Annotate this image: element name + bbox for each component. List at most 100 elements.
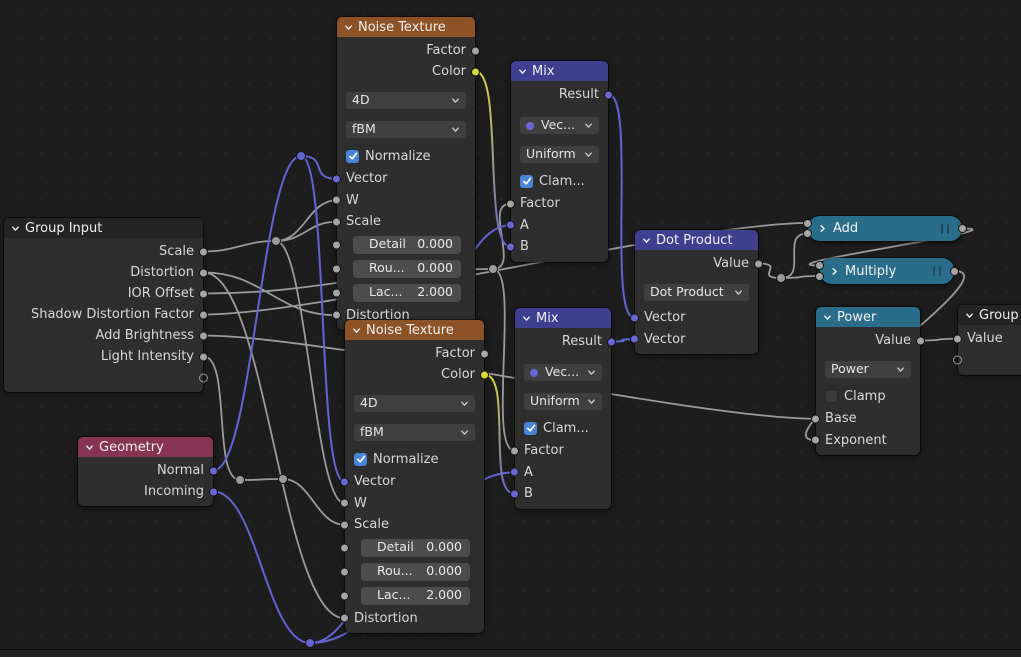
socket-scale[interactable] [340, 520, 349, 530]
socket-lacunarity[interactable] [340, 591, 349, 600]
reroute-node[interactable] [278, 474, 288, 484]
socket-scale[interactable] [332, 217, 341, 227]
node-add[interactable]: Add [803, 216, 967, 241]
node-power[interactable]: Power Value Power Clamp Base Exponent [811, 307, 925, 455]
socket-factor[interactable] [510, 446, 519, 456]
reroute-node[interactable] [235, 475, 245, 485]
socket-value[interactable] [754, 259, 763, 268]
node-header[interactable]: Power [816, 307, 920, 327]
reroute-node[interactable] [296, 151, 306, 161]
socket-roughness[interactable] [332, 264, 341, 273]
dropdown[interactable]: Uniform [523, 392, 603, 411]
number-field-detail[interactable]: Detail 0.000 [353, 235, 461, 254]
chevron-down-icon [461, 430, 468, 435]
checkbox[interactable] [346, 149, 359, 163]
socket-shadow[interactable] [199, 310, 208, 319]
node-dot-product[interactable]: Dot Product Value Dot Product Vector Vector [630, 230, 763, 354]
number-field-roughness[interactable]: Rou... 0.000 [361, 562, 470, 581]
socket-incoming[interactable] [209, 487, 218, 496]
dropdown[interactable]: Power [824, 360, 912, 379]
socket-factor[interactable] [471, 46, 480, 55]
socket-factor[interactable] [506, 199, 515, 209]
node-mix-1[interactable]: Mix Result Vec... Uniform Clam... Factor A B [506, 61, 613, 262]
number-field-detail[interactable]: Detail 0.000 [361, 538, 470, 557]
number-field-lacunarity[interactable]: Lac... 2.000 [361, 586, 470, 605]
socket-distortion[interactable] [199, 268, 208, 277]
node-header[interactable]: Mix [515, 308, 611, 328]
socket-virtual[interactable] [953, 355, 962, 365]
socket-b[interactable] [506, 242, 515, 252]
socket-base[interactable] [811, 414, 820, 424]
socket-color[interactable] [471, 67, 480, 76]
checkbox[interactable] [825, 389, 838, 403]
socket-a[interactable] [506, 220, 515, 230]
socket-color[interactable] [480, 370, 489, 379]
checkbox[interactable] [520, 174, 533, 188]
socket-w[interactable] [340, 498, 349, 508]
socket-b[interactable] [510, 489, 519, 499]
socket-in2[interactable] [803, 229, 812, 238]
socket-w[interactable] [332, 195, 341, 205]
socket-roughness[interactable] [340, 567, 349, 576]
dropdown[interactable]: 4D [353, 394, 476, 413]
reroute-node[interactable] [776, 273, 786, 283]
socket-vector[interactable] [340, 477, 349, 487]
dropdown[interactable]: Vec... [519, 116, 600, 135]
socket-ior-offset[interactable] [199, 289, 208, 298]
socket-vector1[interactable] [630, 313, 639, 323]
dropdown[interactable]: 4D [345, 91, 467, 110]
node-header[interactable]: Group Input [4, 218, 203, 238]
node-header[interactable]: Dot Product [635, 230, 758, 250]
dropdown[interactable]: Dot Product [643, 283, 750, 302]
chevron-down-icon [588, 399, 595, 404]
node-geometry[interactable]: Geometry Normal Incoming [78, 437, 218, 506]
socket-result[interactable] [604, 90, 613, 99]
socket-out[interactable] [950, 266, 959, 276]
reroute-node[interactable] [488, 264, 498, 274]
node-multiply[interactable]: Multiply [815, 258, 959, 284]
socket-value[interactable] [953, 334, 962, 344]
checkbox[interactable] [354, 452, 367, 466]
socket-distortion[interactable] [340, 613, 349, 623]
socket-a[interactable] [510, 467, 519, 477]
socket-in1[interactable] [815, 261, 824, 270]
node-group-output[interactable]: Group Value [953, 305, 1021, 375]
dropdown[interactable]: Uniform [519, 145, 600, 164]
socket-detail[interactable] [332, 240, 341, 249]
node-header[interactable]: Noise Texture [337, 17, 475, 37]
socket-scale[interactable] [199, 247, 208, 256]
socket-lacunarity[interactable] [332, 288, 341, 297]
node-noise-texture-2[interactable]: Noise Texture Factor Color 4D fBM Normalize Ve… [340, 320, 489, 633]
number-field-roughness[interactable]: Rou... 0.000 [353, 259, 461, 278]
node-header[interactable]: Group [958, 305, 1021, 325]
socket-out[interactable] [958, 224, 967, 233]
checkbox[interactable] [524, 421, 537, 435]
socket-normal[interactable] [209, 466, 218, 475]
reroute-node[interactable] [305, 638, 315, 648]
socket-vector2[interactable] [630, 334, 639, 344]
socket-vector[interactable] [332, 174, 341, 184]
socket-in1[interactable] [803, 218, 812, 228]
socket-detail[interactable] [340, 543, 349, 552]
node-header[interactable]: Noise Texture [345, 320, 484, 340]
number-field-lacunarity[interactable]: Lac... 2.000 [353, 283, 461, 302]
node-header[interactable]: Mix [511, 61, 608, 81]
socket-distortion[interactable] [332, 310, 341, 320]
socket-in2[interactable] [815, 271, 824, 281]
node-group-input[interactable]: Group Input Scale Distortion IOR Offset Shad… [4, 218, 208, 392]
node-header[interactable]: Geometry [78, 437, 213, 457]
socket-add-brightness[interactable] [199, 331, 208, 340]
dropdown[interactable]: fBM [345, 120, 467, 139]
socket-exponent[interactable] [811, 435, 820, 445]
dropdown[interactable]: fBM [353, 423, 476, 442]
node-noise-texture-1[interactable]: Noise Texture Factor Color 4D fBM Normalize Ve… [332, 17, 480, 330]
node-mix-2[interactable]: Mix Result Vec... Uniform Clam... Factor A B [510, 308, 616, 509]
reroute-node[interactable] [271, 236, 281, 246]
socket-factor[interactable] [480, 349, 489, 358]
socket-value[interactable] [916, 336, 925, 345]
socket-result[interactable] [607, 337, 616, 346]
dropdown[interactable]: Vec... [523, 363, 603, 382]
socket-light-intensity[interactable] [199, 352, 208, 361]
socket-virtual[interactable] [199, 373, 208, 382]
